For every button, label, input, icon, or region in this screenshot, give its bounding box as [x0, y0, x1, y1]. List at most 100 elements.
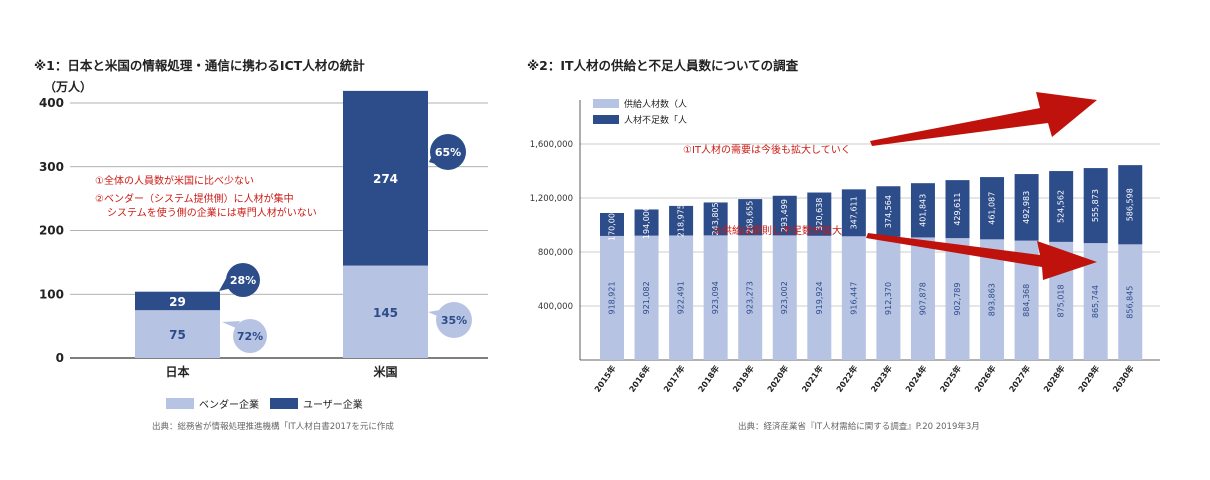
y-tick-label: 400,000 [538, 302, 573, 312]
x-category-label: 2022年 [834, 363, 860, 394]
bar-supply-5 [772, 235, 797, 360]
supply-value-label: 856,845 [1126, 286, 1135, 319]
shortage-value-label: 194,000 [642, 206, 651, 239]
share-bubble-japan-vendor-tail [222, 321, 240, 328]
shortage-value-label: 429,611 [953, 193, 962, 226]
annotation-note-1: ①全体の人員数が米国に比べ少ない [95, 174, 254, 187]
shortage-value-label: 586,598 [1126, 188, 1135, 221]
bar-shortage-15 [1118, 165, 1143, 245]
bar-supply-1 [634, 235, 659, 360]
supply-value-label: 884,368 [1022, 284, 1031, 317]
bar-shortage-10 [945, 180, 970, 239]
bar-value-label: 274 [373, 172, 398, 186]
left-chart-source: 出典：総務省が情報処理推進機構「IT人材白書2017を元に作成 [152, 422, 394, 432]
share-bubble-japan-user [226, 263, 260, 297]
bar-shortage-5 [772, 195, 797, 236]
supply-value-label: 912,370 [884, 282, 893, 315]
supply-value-label: 875,018 [1057, 284, 1066, 317]
bar-supply-15 [1118, 244, 1143, 360]
bar-value-label: 29 [169, 295, 186, 309]
bar-shortage-7 [841, 189, 866, 237]
supply-value-label: 865,744 [1091, 285, 1100, 318]
bar-supply-8 [876, 236, 901, 360]
bar-supply-2 [669, 235, 694, 360]
y-tick-label: 100 [39, 287, 64, 301]
x-category-label: 2029年 [1076, 363, 1102, 394]
x-category-label: 日本 [165, 364, 189, 379]
bar-supply-6 [807, 235, 832, 360]
legend-swatch-user [270, 398, 298, 409]
share-bubble-us-user [430, 134, 466, 170]
supply-value-label: 922,491 [677, 281, 686, 314]
bar-vendor-1 [343, 265, 428, 358]
x-category-label: 米国 [373, 364, 397, 379]
x-category-label: 2021年 [799, 363, 825, 394]
supply-value-label: 923,094 [711, 281, 720, 314]
shortage-value-label: 218,975 [677, 204, 686, 237]
y-tick-label: 1,600,000 [530, 140, 573, 150]
y-tick-label: 200 [39, 224, 64, 238]
shortage-value-label: 320,638 [815, 198, 824, 231]
shortage-value-label: 524,562 [1057, 190, 1066, 223]
supply-value-label: 902,789 [953, 283, 962, 316]
shortage-value-label: 555,873 [1091, 189, 1100, 222]
bar-shortage-0 [600, 212, 624, 236]
shortage-value-label: 374,564 [884, 195, 893, 228]
annotation-note-1: ①IT人材の需要は今後も拡大していく [683, 143, 851, 156]
legend-label-supply: 供給人材数（人 [624, 98, 687, 110]
legend-label-shortage: 人材不足数「人 [624, 114, 687, 126]
shortage-value-label: 268,655 [746, 201, 755, 234]
bar-shortage-4 [738, 199, 763, 236]
bar-supply-10 [945, 238, 970, 360]
x-category-label: 2030年 [1110, 363, 1136, 394]
bar-shortage-8 [876, 186, 901, 237]
x-category-label: 2026年 [972, 363, 998, 394]
bar-shortage-11 [980, 177, 1005, 240]
bar-shortage-1 [634, 209, 659, 236]
y-tick-label: 300 [39, 160, 64, 174]
bar-shortage-9 [910, 183, 935, 238]
legend-swatch-supply [593, 99, 619, 108]
bar-value-label: 145 [373, 306, 398, 320]
bar-supply-9 [910, 237, 935, 360]
share-bubble-japan-vendor [233, 319, 267, 353]
share-bubble-us-vendor-label: 35% [441, 314, 467, 327]
trend-arrow-shortage [866, 233, 1097, 280]
annotation-note-2a: ②ベンダー（システム提供側）に人材が集中 [95, 192, 294, 205]
bar-supply-7 [841, 236, 866, 360]
legend-label-user: ユーザー企業 [303, 398, 363, 411]
shortage-value-label: 401,843 [918, 194, 927, 227]
x-category-label: 2020年 [765, 363, 791, 394]
x-category-label: 2024年 [903, 363, 929, 394]
bar-shortage-14 [1083, 168, 1108, 244]
shortage-value-label: 170,000 [608, 208, 617, 241]
x-category-label: 2027年 [1007, 363, 1033, 394]
supply-value-label: 893,863 [988, 283, 997, 316]
shortage-value-label: 243,805 [711, 202, 720, 235]
left-chart-title: ※1：日本と米国の情報処理・通信に携わるICT人材の統計 [34, 58, 365, 73]
x-category-label: 2025年 [938, 363, 964, 394]
y-tick-label: 1,200,000 [530, 194, 573, 204]
x-category-label: 2015年 [592, 363, 618, 394]
bar-shortage-12 [1014, 174, 1039, 241]
right-chart-source: 出典：経済産業省『IT人材需給に関する調査』P.20 2019年3月 [738, 422, 980, 432]
legend-label-vendor: ベンダー企業 [199, 398, 259, 411]
x-category-label: 2017年 [661, 363, 687, 394]
supply-value-label: 916,447 [849, 282, 858, 315]
supply-value-label: 921,082 [642, 281, 651, 314]
legend-swatch-shortage [593, 115, 619, 124]
shortage-value-label: 347,611 [849, 196, 858, 229]
supply-value-label: 918,921 [608, 281, 617, 314]
legend-swatch-vendor [166, 398, 194, 409]
bar-shortage-3 [703, 202, 728, 236]
right-chart-title: ※2：IT人材の供給と不足人員数についての調査 [527, 58, 799, 73]
supply-value-label: 923,273 [746, 281, 755, 314]
bar-shortage-6 [807, 192, 832, 236]
x-category-label: 2018年 [696, 363, 722, 394]
bar-user-0 [135, 291, 220, 311]
bar-user-1 [343, 90, 428, 266]
share-bubble-us-vendor [436, 302, 472, 338]
bar-value-label: 75 [169, 328, 186, 342]
